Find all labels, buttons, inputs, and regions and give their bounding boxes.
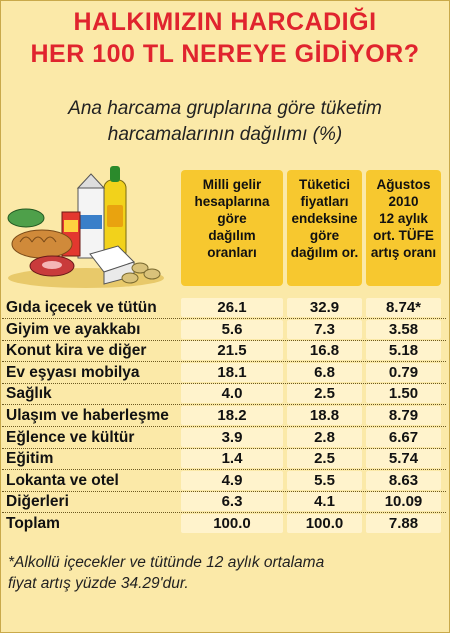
row-label: Ulaşım ve haberleşme bbox=[6, 407, 169, 424]
table-row: Diğerleri 6.3 4.1 10.09 bbox=[2, 491, 446, 514]
table-row: Sağlık 4.0 2.5 1.50 bbox=[2, 383, 446, 406]
footnote-line-1: *Alkollü içecekler ve tütünde 12 aylık o… bbox=[8, 554, 325, 571]
table-cell: 18.2 bbox=[181, 406, 283, 425]
title-line-1: HALKIMIZIN HARCADIĞI bbox=[73, 8, 377, 36]
table-row: Ev eşyası mobilya 18.1 6.8 0.79 bbox=[2, 362, 446, 384]
table-cell: 5.18 bbox=[366, 341, 441, 361]
row-label: Eğlence ve kültür bbox=[6, 428, 135, 446]
column-header-line: göre bbox=[217, 211, 247, 226]
row-label: Konut kira ve diğer bbox=[6, 342, 147, 360]
column-header-line: artış oranı bbox=[370, 245, 437, 260]
table-row: Eğlence ve kültür 3.9 2.8 6.67 bbox=[2, 427, 446, 449]
subtitle-line-2: harcamalarının dağılımı (%) bbox=[107, 124, 343, 145]
table-cell: 4.1 bbox=[287, 492, 362, 512]
row-label: Ev eşyası mobilya bbox=[6, 363, 140, 381]
table-cell: 6.3 bbox=[181, 492, 283, 512]
row-divider bbox=[2, 426, 446, 427]
table-cell: 2.8 bbox=[287, 427, 362, 447]
table-cell: 3.9 bbox=[181, 427, 283, 447]
table-cell: 18.8 bbox=[287, 406, 362, 425]
column-header-line: dağılım or. bbox=[290, 245, 359, 260]
table-cell: 21.5 bbox=[181, 341, 283, 361]
column-header-line: fiyatları bbox=[300, 194, 349, 209]
column-header-line: Tüketici bbox=[298, 177, 350, 192]
table-cell: 18.1 bbox=[181, 362, 283, 382]
column-header-line: 12 aylık bbox=[379, 211, 428, 226]
table-cell: 0.79 bbox=[366, 362, 441, 382]
table-cell: 10.09 bbox=[366, 492, 441, 512]
table-cell: 3.58 bbox=[366, 319, 441, 339]
column-header-cpi-increase: Ağustos 2010 12 aylık ort. TÜFE artış oranı bbox=[366, 170, 441, 286]
table-cell: 4.0 bbox=[181, 384, 283, 404]
row-divider bbox=[2, 382, 446, 384]
column-header-line: 2010 bbox=[388, 194, 419, 209]
table-cell: 8.79 bbox=[366, 406, 441, 425]
table-cell: 2.5 bbox=[287, 449, 362, 469]
row-label: Gıda içecek ve tütün bbox=[6, 299, 157, 316]
table-row: Toplam 100.0 100.0 7.88 bbox=[2, 513, 446, 534]
row-label: Eğitim bbox=[6, 450, 54, 468]
table-row: Lokanta ve otel 4.9 5.5 8.63 bbox=[2, 470, 446, 492]
row-divider bbox=[2, 361, 446, 363]
row-label: Toplam bbox=[6, 515, 60, 532]
row-divider bbox=[2, 339, 446, 341]
table-cell: 1.50 bbox=[366, 384, 441, 404]
column-header-national-income: Milli gelir hesaplarına göre dağılım oranlar… bbox=[181, 170, 283, 286]
table-cell: 5.74 bbox=[366, 449, 441, 469]
table-cell: 16.8 bbox=[287, 341, 362, 361]
column-header-line: ort. TÜFE bbox=[373, 228, 434, 243]
table-cell: 6.8 bbox=[287, 362, 362, 382]
column-header-line: dağılım bbox=[208, 228, 256, 243]
row-divider bbox=[2, 318, 446, 319]
row-divider bbox=[2, 469, 446, 471]
row-divider bbox=[2, 447, 446, 449]
row-label: Diğerleri bbox=[6, 493, 69, 511]
table-cell: 100.0 bbox=[287, 514, 362, 533]
column-header-line: oranları bbox=[207, 245, 257, 260]
column-header-line: Ağustos bbox=[376, 177, 431, 192]
table-row: Ulaşım ve haberleşme 18.2 18.8 8.79 bbox=[2, 405, 446, 427]
column-header-line: endeksine bbox=[291, 211, 358, 226]
table-cell: 1.4 bbox=[181, 449, 283, 469]
title-line-2: HER 100 TL NEREYE GİDİYOR? bbox=[30, 40, 420, 68]
footnote-line-2: fiyat artış yüzde 34.29'dur. bbox=[8, 575, 189, 592]
table-cell: 100.0 bbox=[181, 514, 283, 533]
table-cell: 5.6 bbox=[181, 319, 283, 339]
row-label: Giyim ve ayakkabı bbox=[6, 320, 141, 338]
table-cell: 5.5 bbox=[287, 470, 362, 490]
table-cell: 7.88 bbox=[366, 514, 441, 533]
groceries-icon bbox=[7, 166, 164, 288]
column-header-line: hesaplarına bbox=[194, 194, 270, 209]
row-label: Sağlık bbox=[6, 385, 52, 403]
column-header-line: Milli gelir bbox=[202, 177, 262, 192]
table-cell: 6.67 bbox=[366, 427, 441, 447]
row-divider bbox=[2, 512, 446, 514]
table-cell: 8.74* bbox=[366, 298, 441, 317]
table-row: Giyim ve ayakkabı 5.6 7.3 3.58 bbox=[2, 319, 446, 341]
table-cell: 32.9 bbox=[287, 298, 362, 317]
row-divider bbox=[2, 404, 446, 406]
table-cell: 2.5 bbox=[287, 384, 362, 404]
table-row: Konut kira ve diğer 21.5 16.8 5.18 bbox=[2, 340, 446, 363]
column-header-line: göre bbox=[309, 228, 340, 243]
footnote: *Alkollü içecekler ve tütünde 12 aylık o… bbox=[8, 552, 438, 594]
row-divider bbox=[2, 490, 446, 492]
table-cell: 8.63 bbox=[366, 470, 441, 490]
row-label: Lokanta ve otel bbox=[6, 471, 119, 489]
table-cell: 7.3 bbox=[287, 319, 362, 339]
table-row: Eğitim 1.4 2.5 5.74 bbox=[2, 448, 446, 471]
table-row: Gıda içecek ve tütün 26.1 32.9 8.74* bbox=[2, 297, 446, 319]
subtitle-line-1: Ana harcama gruplarına göre tüketim bbox=[68, 98, 382, 119]
column-header-cpi-distribution: Tüketici fiyatları endeksine göre dağılım or… bbox=[287, 170, 362, 286]
table-cell: 4.9 bbox=[181, 470, 283, 490]
table-cell: 26.1 bbox=[181, 298, 283, 317]
